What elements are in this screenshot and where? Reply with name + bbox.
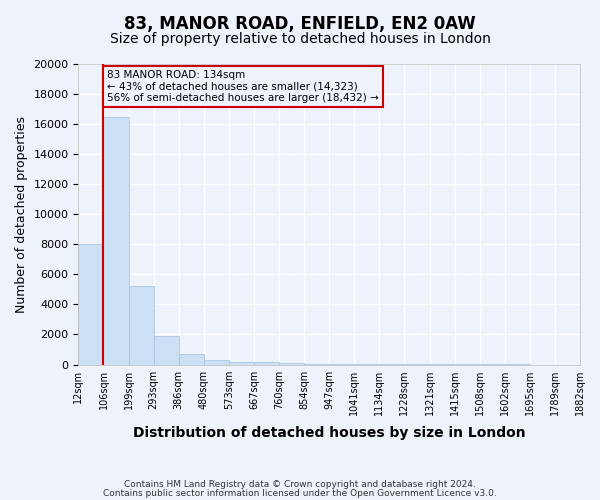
Bar	[279, 363, 304, 364]
Text: Contains public sector information licensed under the Open Government Licence v3: Contains public sector information licen…	[103, 488, 497, 498]
Bar	[154, 336, 179, 364]
Text: 83, MANOR ROAD, ENFIELD, EN2 0AW: 83, MANOR ROAD, ENFIELD, EN2 0AW	[124, 15, 476, 33]
X-axis label: Distribution of detached houses by size in London: Distribution of detached houses by size …	[133, 426, 526, 440]
Bar	[204, 360, 229, 364]
Y-axis label: Number of detached properties: Number of detached properties	[15, 116, 28, 313]
Text: 83 MANOR ROAD: 134sqm
← 43% of detached houses are smaller (14,323)
56% of semi-: 83 MANOR ROAD: 134sqm ← 43% of detached …	[107, 70, 379, 103]
Bar	[79, 244, 103, 364]
Bar	[254, 362, 279, 364]
Bar	[179, 354, 204, 364]
Bar	[229, 362, 254, 364]
Text: Contains HM Land Registry data © Crown copyright and database right 2024.: Contains HM Land Registry data © Crown c…	[124, 480, 476, 489]
Text: Size of property relative to detached houses in London: Size of property relative to detached ho…	[110, 32, 490, 46]
Bar	[103, 116, 128, 364]
Bar	[128, 286, 154, 364]
